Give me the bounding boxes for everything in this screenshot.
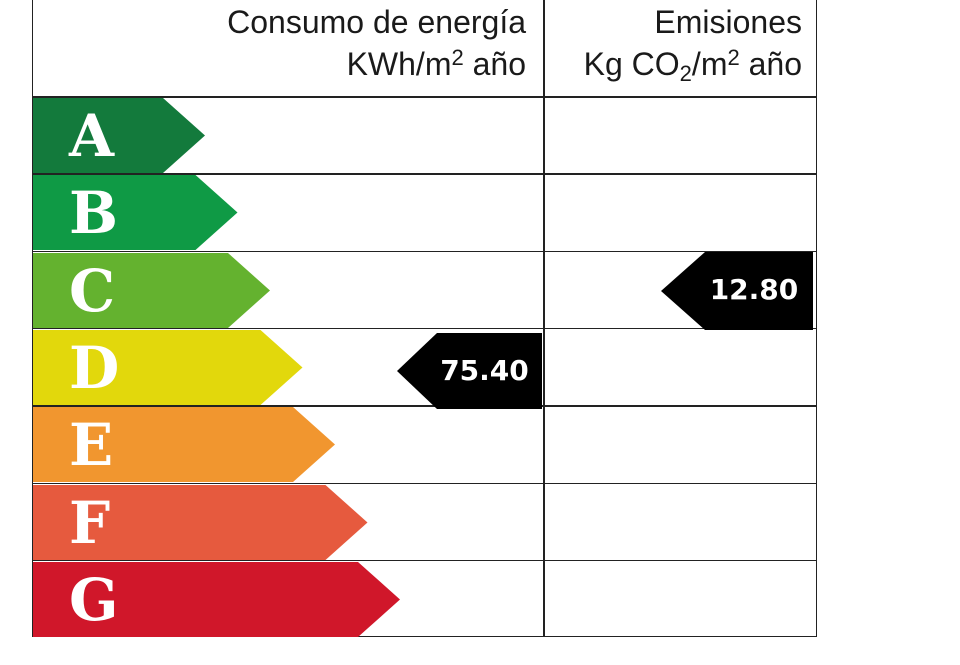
row-divider <box>32 250 817 253</box>
grade-arrow-g: G <box>33 561 400 638</box>
row-divider <box>32 405 817 407</box>
grade-arrow-d: D <box>33 329 303 406</box>
header-divider <box>32 96 817 98</box>
grade-letter: D <box>69 333 120 402</box>
grade-arrow-f: F <box>33 484 368 561</box>
grade-letter: A <box>69 102 115 170</box>
row-divider <box>32 173 817 175</box>
grade-letter: F <box>69 488 111 557</box>
energy-header-unit: KWh/m2 año <box>346 45 526 82</box>
row-divider <box>32 327 817 330</box>
row-divider <box>32 482 817 484</box>
emissions-header-unit: Kg CO2/m2 año <box>583 45 802 86</box>
energy-header-title: Consumo de energía <box>227 4 526 40</box>
emissions-header-title: Emisiones <box>654 4 802 40</box>
column-divider <box>543 0 545 637</box>
grade-arrow-e: E <box>33 407 335 483</box>
grade-letter: E <box>69 411 114 480</box>
grade-letter: B <box>69 179 119 248</box>
emissions-rating-value: 12.80 <box>709 272 799 306</box>
grade-arrow-b: B <box>33 175 238 251</box>
row-divider <box>32 559 817 562</box>
energy-column-header: Consumo de energía KWh/m2 año <box>40 1 526 85</box>
emissions-column-header: Emisiones Kg CO2/m2 año <box>548 1 802 85</box>
rating-table <box>32 0 817 637</box>
energy-rating-value: 75.40 <box>440 353 529 387</box>
grade-letter: C <box>69 256 116 325</box>
grade-arrow-a: A <box>33 98 205 174</box>
grade-arrow-c: C <box>33 252 270 329</box>
grade-letter: G <box>69 565 119 634</box>
